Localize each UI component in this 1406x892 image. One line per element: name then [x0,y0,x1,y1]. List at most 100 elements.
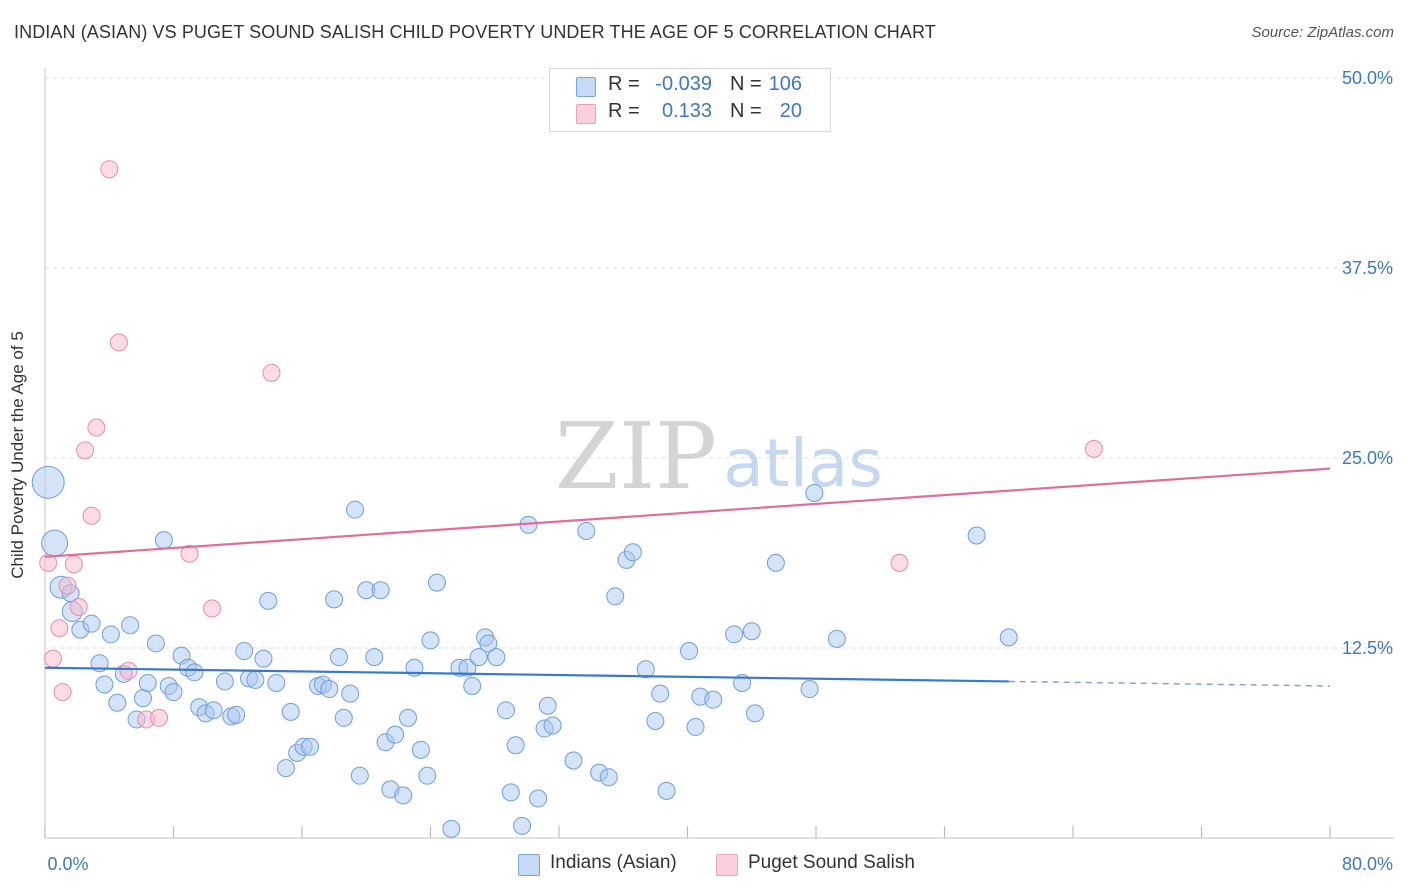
data-point [599,768,618,787]
data-point [267,673,286,692]
watermark: ZIP atlas [555,403,883,510]
series-puget-sound-salish [39,160,1103,729]
data-point [564,751,583,770]
stats-box: R = -0.039 N = 106 R = 0.133 N = 20 [549,68,831,132]
data-point [215,672,234,691]
data-point [69,597,88,616]
data-point [281,702,300,721]
data-point [320,680,339,699]
r-value: 0.133 [661,100,712,122]
data-point [301,737,320,756]
data-point [346,500,365,519]
data-point [411,740,430,759]
data-point [394,786,413,805]
data-point [442,819,461,838]
r-label: R = [608,100,640,122]
data-point [890,553,909,572]
data-point [154,531,173,550]
data-point [150,708,169,727]
tick-labels: 12.5% 25.0% 37.5% 50.0% 0.0% 80.0% [47,68,1393,874]
data-point [276,759,295,778]
data-point [87,418,106,437]
data-point [538,696,557,715]
data-point [386,725,405,744]
axes [44,68,1394,839]
n-label: N = [730,100,762,122]
r-label: R = [608,73,640,95]
data-point [325,590,344,609]
trend-lines [44,467,1331,687]
x-tick-label-min: 0.0% [47,854,88,874]
data-point [742,622,761,641]
data-point [513,816,532,835]
data-point [704,690,723,709]
data-point [496,701,515,720]
data-point [121,616,140,635]
trend-line [44,666,1009,683]
data-point [646,711,665,730]
data-point [235,642,254,661]
data-point [487,648,506,667]
data-point [44,649,63,668]
data-point [1084,439,1103,458]
data-point [469,648,488,667]
data-point [800,680,819,699]
data-point [623,543,642,562]
watermark-zip: ZIP [555,403,717,510]
y-tick-label: 12.5% [1342,638,1393,658]
data-point [203,599,222,618]
data-point [365,648,384,667]
trend-line [44,467,1331,558]
data-point [259,591,278,610]
data-point [341,684,360,703]
source-label: Source: ZipAtlas.com [1251,24,1394,41]
data-point [101,625,120,644]
data-point [529,789,548,808]
stats-swatch-indians [576,77,596,97]
y-tick-label: 25.0% [1342,448,1393,468]
legend-label-salish: Puget Sound Salish [748,852,915,873]
data-point [999,628,1018,647]
data-point [329,648,348,667]
data-point [636,660,655,679]
data-point [418,766,437,785]
data-point [254,649,273,668]
data-point [463,677,482,695]
data-point [82,506,101,525]
watermark-atlas: atlas [723,425,883,502]
data-point [109,333,128,352]
data-point [95,675,114,694]
y-tick-label: 50.0% [1342,68,1393,88]
data-point [651,684,670,703]
data-point [350,766,369,785]
data-point [427,573,446,592]
data-point [745,704,764,723]
n-label: N = [730,73,762,95]
data-point [479,634,498,653]
data-point [371,581,390,600]
data-point [458,658,477,677]
data-point [164,683,183,702]
data-point [506,736,525,755]
data-point [138,673,157,692]
n-value: 106 [768,73,802,95]
data-point [82,614,101,633]
data-point [967,526,986,545]
data-point [119,661,138,680]
legend-swatch-indians [518,854,540,876]
data-point [725,625,744,644]
legend-label-indians: Indians (Asian) [550,852,677,873]
y-tick-label: 37.5% [1342,258,1393,278]
data-point [262,363,281,382]
data-point [766,553,785,572]
data-point [41,529,69,557]
data-point [805,483,824,502]
n-value: 20 [779,100,802,122]
data-point [246,670,265,689]
data-point [31,465,65,499]
data-point [334,708,353,727]
stats-swatch-salish [576,104,596,124]
stats-row-indians: R = -0.039 N = 106 [550,73,830,99]
data-point [133,689,152,708]
